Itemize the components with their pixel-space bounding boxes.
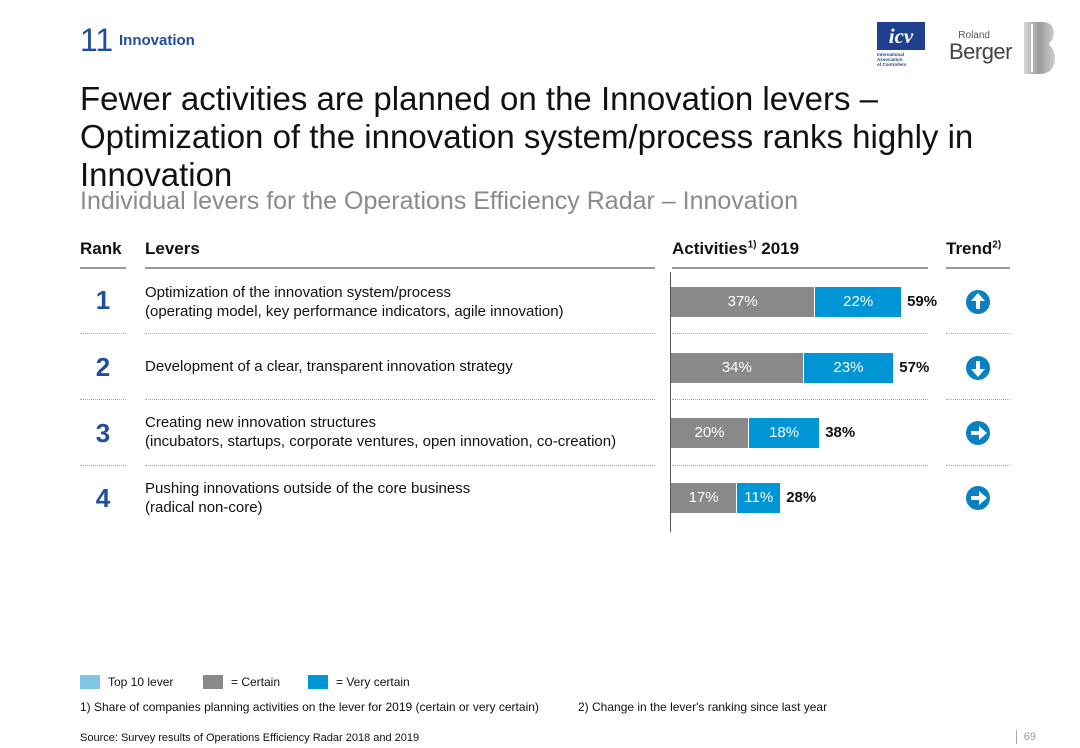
row-divider (946, 333, 1010, 334)
rank-1: 1 (95, 285, 111, 315)
source-note: Source: Survey results of Operations Eff… (80, 732, 420, 744)
legend-swatch-certain (203, 675, 223, 689)
lever-2: Development of a clear, transparent inno… (145, 358, 513, 375)
levers-header-rule (145, 267, 655, 269)
legend: Top 10 lever = Certain = Very certain (80, 674, 440, 690)
row-divider (80, 465, 126, 466)
lever-3: Creating new innovation structures (incub… (145, 414, 617, 450)
trend-column-header: Trend2) (946, 239, 1002, 258)
bar-very-certain: 11% (737, 483, 781, 513)
section-number: 11 (80, 22, 114, 58)
roland-berger-logo: Roland Berger (948, 22, 1058, 77)
lever-1: Optimization of the innovation system/pr… (145, 284, 564, 320)
page-number-divider (1016, 730, 1017, 744)
bar-certain: 20% (671, 418, 748, 448)
trend-header-rule (946, 267, 1010, 269)
arrow-right-circle-icon (966, 486, 990, 510)
row-divider (145, 333, 655, 334)
bar-total-label: 38% (825, 424, 856, 441)
levers-column-header: Levers (145, 239, 200, 258)
row-divider (80, 399, 126, 400)
bar-total-label: 28% (786, 489, 817, 506)
footnote-1: 1) Share of companies planning activitie… (80, 700, 539, 714)
legend-label-top10: Top 10 lever (108, 675, 174, 689)
bar-very-certain: 22% (815, 287, 902, 317)
bar-total-label: 57% (899, 359, 930, 376)
page-number: 69 (1023, 731, 1036, 743)
rank-4: 4 (95, 483, 111, 513)
section-name: Innovation (119, 32, 195, 49)
icv-logo-mark: icv (877, 22, 925, 50)
legend-swatch-very-certain (308, 675, 328, 689)
rank-header-rule (80, 267, 126, 269)
row-divider (672, 465, 928, 466)
arrow-down-circle-icon (966, 356, 990, 380)
rank-2: 2 (95, 352, 111, 382)
arrow-right-circle-icon (966, 421, 990, 445)
legend-label-certain: = Certain (231, 675, 281, 689)
bar-very-certain: 18% (749, 418, 820, 448)
rank-3: 3 (95, 418, 111, 448)
row-divider (145, 399, 655, 400)
roland-berger-logo-line2: Berger (948, 39, 1013, 64)
row-divider (80, 333, 126, 334)
roland-berger-b-icon (1024, 22, 1056, 74)
bar-certain: 34% (671, 353, 803, 383)
footnote-2: 2) Change in the lever's ranking since l… (578, 700, 828, 714)
rank-column-header: Rank (80, 239, 122, 258)
lever-4: Pushing innovations outside of the core … (145, 480, 471, 516)
roland-berger-logo-line1: Roland (958, 30, 990, 41)
icv-logo: icv International Association of Control… (877, 22, 925, 72)
chart-axis-line (670, 272, 671, 532)
bar-very-certain: 23% (803, 353, 894, 383)
row-divider (672, 399, 928, 400)
row-divider (946, 399, 1010, 400)
bar-certain: 17% (671, 483, 737, 513)
row-divider (672, 333, 928, 334)
row-divider (946, 465, 1010, 466)
bar-certain: 37% (671, 287, 815, 317)
icv-logo-text: International Association of Controllers (877, 52, 907, 67)
row-divider (145, 465, 655, 466)
arrow-up-circle-icon (966, 290, 990, 314)
page-subtitle: Individual levers for the Operations Eff… (80, 187, 798, 215)
activities-column-header: Activities1) 2019 (672, 239, 800, 258)
bar-total-label: 59% (907, 293, 938, 310)
legend-label-very-certain: = Very certain (336, 675, 410, 689)
page-title: Fewer activities are planned on the Inno… (80, 80, 974, 193)
legend-swatch-top10 (80, 675, 100, 689)
activities-header-rule (672, 267, 928, 269)
